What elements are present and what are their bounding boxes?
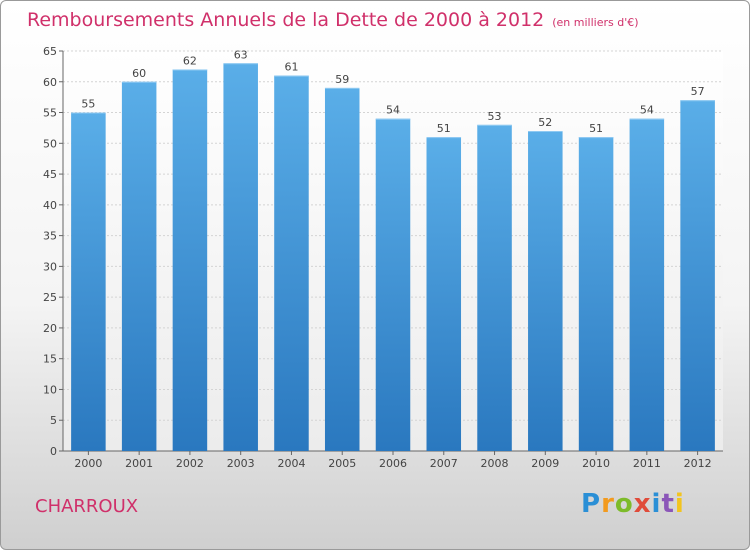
- bar: [121, 81, 157, 452]
- plot-area: 0 5 10 15 20 25 30 35 40 45 50 55 60 65 55 2000 60 2001 62…: [43, 45, 723, 470]
- x-tick-label: 2005: [328, 457, 356, 470]
- x-tick-label: 2012: [684, 457, 712, 470]
- bar: [426, 137, 462, 451]
- bar: [172, 69, 208, 451]
- x-tick-label: 2004: [277, 457, 305, 470]
- x-tick-label: 2002: [176, 457, 204, 470]
- logo-letter: P: [581, 489, 602, 519]
- y-tick-label: 40: [43, 199, 57, 212]
- data-label: 53: [488, 110, 502, 123]
- y-tick-label: 30: [43, 260, 57, 273]
- logo-letter: r: [601, 489, 615, 519]
- data-label: 62: [183, 54, 197, 67]
- chart-title: Remboursements Annuels de la Dette de 20…: [27, 9, 639, 31]
- x-tick-label: 2000: [74, 457, 102, 470]
- y-tick-label: 10: [43, 383, 57, 396]
- bar: [324, 87, 360, 451]
- y-tick-label: 65: [43, 45, 57, 58]
- logo-letter: t: [661, 489, 675, 519]
- bar: [274, 75, 309, 451]
- y-tick-label: 25: [43, 291, 57, 304]
- y-tick-label: 5: [50, 414, 57, 427]
- data-label: 57: [691, 85, 705, 98]
- data-label: 52: [538, 116, 552, 129]
- y-tick-label: 55: [43, 107, 57, 120]
- logo-letter: i: [651, 489, 662, 519]
- x-tick-label: 2007: [430, 457, 458, 470]
- data-label: 55: [81, 98, 95, 111]
- x-tick-label: 2003: [227, 457, 255, 470]
- x-tick-label: 2006: [379, 457, 407, 470]
- data-label: 61: [284, 61, 298, 74]
- y-tick-label: 45: [43, 168, 57, 181]
- data-label: 54: [640, 104, 654, 117]
- bar: [375, 118, 411, 451]
- bar: [477, 124, 512, 451]
- logo-letter: i: [674, 489, 685, 519]
- data-label: 54: [386, 104, 400, 117]
- x-tick-label: 2001: [125, 457, 153, 470]
- bar: [629, 118, 665, 451]
- y-tick-label: 35: [43, 230, 57, 243]
- y-tick-label: 50: [43, 137, 57, 150]
- commune-name: CHARROUX: [35, 496, 139, 517]
- chart-title-text: Remboursements Annuels de la Dette de 20…: [27, 9, 545, 31]
- bar: [71, 112, 106, 452]
- chart-subtitle: (en milliers d'€): [552, 16, 639, 29]
- x-tick-label: 2011: [633, 457, 661, 470]
- x-tick-label: 2009: [531, 457, 559, 470]
- data-label: 60: [132, 67, 146, 80]
- bar: [680, 100, 715, 451]
- data-label: 51: [437, 122, 451, 135]
- data-label: 59: [335, 73, 349, 86]
- bar: [223, 63, 258, 452]
- data-label: 51: [589, 122, 603, 135]
- bar: [578, 137, 614, 451]
- bar: [528, 131, 563, 451]
- y-tick-label: 60: [43, 76, 57, 89]
- x-tick-label: 2008: [481, 457, 509, 470]
- y-tick-label: 15: [43, 353, 57, 366]
- x-tick-label: 2010: [582, 457, 610, 470]
- data-label: 63: [234, 48, 248, 61]
- logo-letter: o: [614, 489, 634, 519]
- proxiti-logo: Proxiti: [581, 489, 685, 519]
- logo-letter: x: [633, 489, 652, 519]
- y-tick-label: 0: [50, 445, 57, 458]
- y-tick-label: 20: [43, 322, 57, 335]
